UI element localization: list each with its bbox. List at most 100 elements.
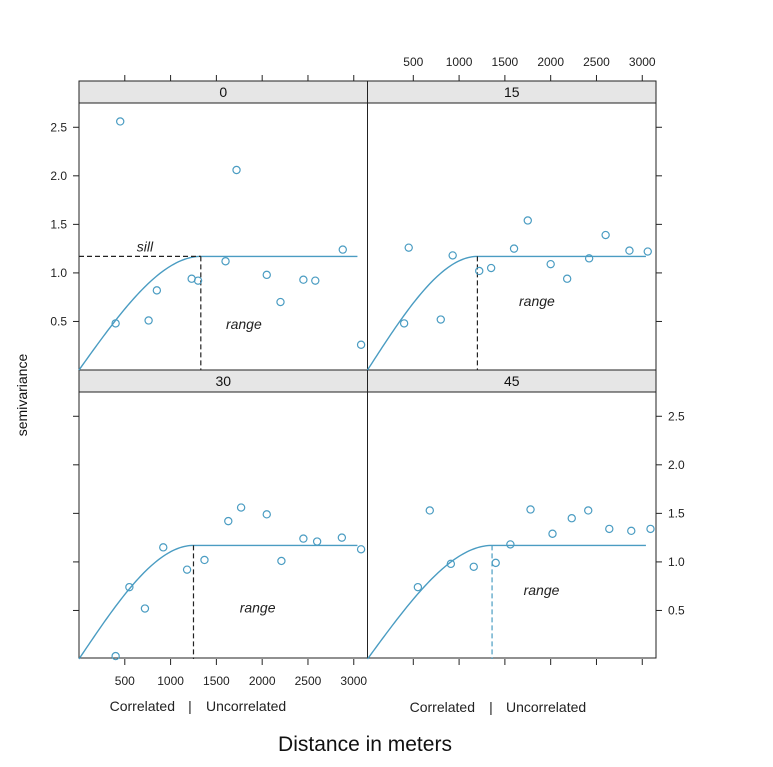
panel-15: range [366, 216, 652, 371]
model-curve [78, 255, 358, 371]
data-point [584, 254, 594, 263]
strip-0: 0 [78, 80, 368, 104]
data-point [337, 533, 347, 542]
data-point [152, 286, 162, 295]
data-point [469, 562, 478, 571]
data-point [625, 246, 634, 255]
footer-left: Correlated | Uncorrelated [110, 698, 287, 714]
data-point [221, 257, 230, 266]
separator-right: | [489, 699, 493, 715]
panel-0: sill range [78, 117, 366, 371]
data-point [548, 529, 557, 538]
strip-background [367, 369, 657, 393]
y-tick-label: 2.0 [50, 169, 67, 183]
data-point [262, 270, 271, 280]
data-point [509, 244, 519, 253]
data-point [200, 555, 209, 565]
panel-strips: 0 15 30 45 [78, 80, 657, 393]
strip-45: 45 [367, 369, 657, 393]
y-tick-label: 1.5 [50, 217, 67, 231]
correlated-label-right: Correlated [410, 699, 475, 715]
uncorrelated-label-right: Uncorrelated [506, 699, 586, 715]
data-point [436, 315, 445, 324]
y-tick-label: 1.0 [668, 555, 685, 569]
strip-background [367, 80, 657, 104]
x-axis-title: Distance in meters [278, 733, 452, 756]
x-tick-label: 1500 [203, 674, 230, 688]
range-label: range [240, 599, 276, 615]
y-tick-label: 2.5 [668, 409, 685, 423]
correlated-label-left: Correlated [110, 698, 175, 714]
strip-label: 0 [219, 84, 227, 100]
data-point [523, 216, 532, 225]
data-point [224, 516, 233, 526]
x-tick-label: 3000 [340, 674, 367, 688]
data-point [276, 297, 285, 307]
model-curve [366, 544, 646, 660]
strip-label: 30 [215, 373, 231, 389]
sill-label: sill [137, 238, 154, 254]
x-tick-label: 2000 [249, 674, 276, 688]
data-point [562, 274, 572, 283]
data-point [232, 165, 241, 175]
data-point [338, 245, 347, 254]
y-tick-label: 2.0 [668, 458, 685, 472]
range-label: range [226, 316, 262, 332]
data-point [262, 510, 271, 519]
data-point [643, 247, 652, 256]
x-tick-label: 500 [115, 674, 135, 688]
x-tick-label: 2500 [583, 55, 610, 69]
data-point [446, 559, 456, 569]
data-point [627, 526, 636, 536]
data-point [475, 266, 484, 276]
range-label: range [524, 582, 560, 598]
data-point [277, 556, 286, 566]
data-point [567, 514, 576, 523]
strip-30: 30 [78, 369, 368, 393]
data-point [144, 316, 153, 325]
data-point [584, 506, 593, 515]
panel-45: range [366, 505, 655, 660]
data-point [356, 545, 366, 554]
y-tick-label: 0.5 [668, 603, 685, 617]
data-point [111, 651, 120, 661]
strip-label: 15 [504, 84, 520, 100]
data-point [159, 543, 168, 552]
data-point [546, 259, 555, 269]
data-point [601, 230, 610, 240]
data-point [646, 524, 655, 534]
x-tick-label: 1000 [157, 674, 184, 688]
panels: sill range range range range [78, 117, 655, 661]
data-point [311, 276, 320, 285]
data-point [413, 582, 423, 592]
data-point [111, 319, 120, 328]
data-point [116, 117, 125, 126]
y-tick-label: 1.0 [50, 266, 67, 280]
strip-15: 15 [367, 80, 657, 104]
x-tick-label: 500 [403, 55, 423, 69]
data-point [399, 319, 409, 328]
data-point [193, 276, 203, 285]
data-point [526, 505, 535, 514]
data-point [299, 275, 308, 284]
y-tick-label: 0.5 [50, 314, 67, 328]
x-tick-label: 1500 [492, 55, 519, 69]
data-point [236, 503, 246, 512]
data-point [491, 558, 500, 568]
x-tick-label: 1000 [446, 55, 473, 69]
data-point [182, 565, 192, 574]
separator-left: | [188, 698, 192, 714]
panel-30: range [78, 503, 366, 661]
data-point [125, 582, 134, 592]
y-tick-label: 1.5 [668, 506, 685, 520]
model-curve [366, 255, 646, 371]
data-point [448, 251, 457, 260]
y-tick-label: 2.5 [50, 120, 67, 134]
data-point [605, 524, 614, 534]
data-point [356, 340, 366, 349]
data-point [299, 534, 308, 543]
data-point [404, 243, 413, 252]
data-point [425, 506, 434, 515]
